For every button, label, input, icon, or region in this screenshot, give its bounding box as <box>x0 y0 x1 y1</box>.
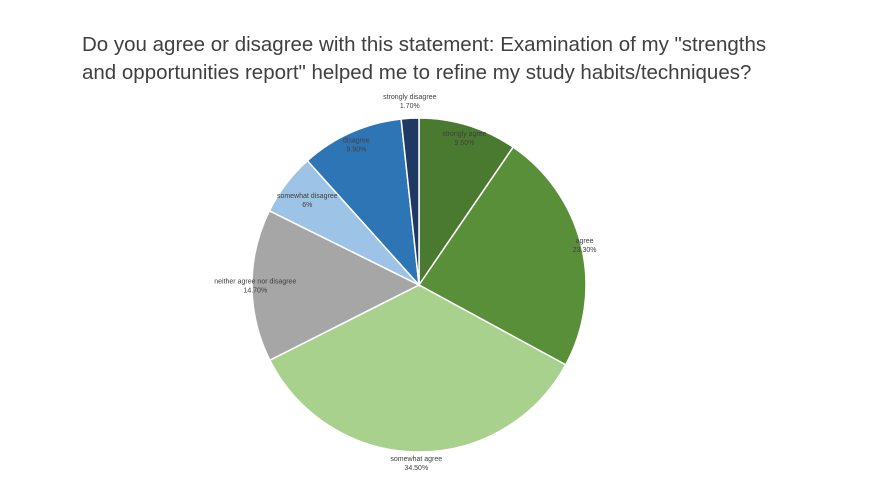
pie-slices <box>251 117 587 453</box>
slice-label-neither-agree-nor-disagree: neither agree nor disagree <box>214 279 296 286</box>
slice-label-agree: agree <box>576 238 594 245</box>
slice-value-somewhat-agree: 34.50% <box>404 465 428 472</box>
pie-slice-strongly-disagree <box>400 117 420 286</box>
pie-labels: strongly agree 9.50% agree 23.30% somewhat a… <box>214 94 596 472</box>
slice-value-somewhat-disagree: 6% <box>302 202 312 209</box>
slice-value-agree: 23.30% <box>573 247 597 254</box>
slice-label-somewhat-agree: somewhat agree <box>390 456 442 463</box>
slice-label-strongly-disagree: strongly disagree <box>383 94 436 101</box>
chart-title: Do you agree or disagree with this state… <box>82 33 767 84</box>
slice-label-strongly-agree: strongly agree <box>442 131 486 138</box>
slice-label-disagree: disagree <box>343 138 370 145</box>
slice-value-disagree: 9.90% <box>346 147 366 154</box>
pie-slice-strongly-agree <box>418 117 515 288</box>
slice-value-strongly-disagree: 1.70% <box>400 103 420 110</box>
pie-slice-disagree <box>306 118 420 288</box>
pie-slice-somewhat-agree <box>268 284 567 453</box>
pie-slice-agree <box>417 146 587 366</box>
slice-value-strongly-agree: 9.50% <box>454 140 474 147</box>
pie-slice-neither-agree-nor-disagree <box>251 209 421 362</box>
slice-label-somewhat-disagree: somewhat disagree <box>277 193 338 200</box>
slice-value-neither-agree-nor-disagree: 14.70% <box>243 288 267 295</box>
